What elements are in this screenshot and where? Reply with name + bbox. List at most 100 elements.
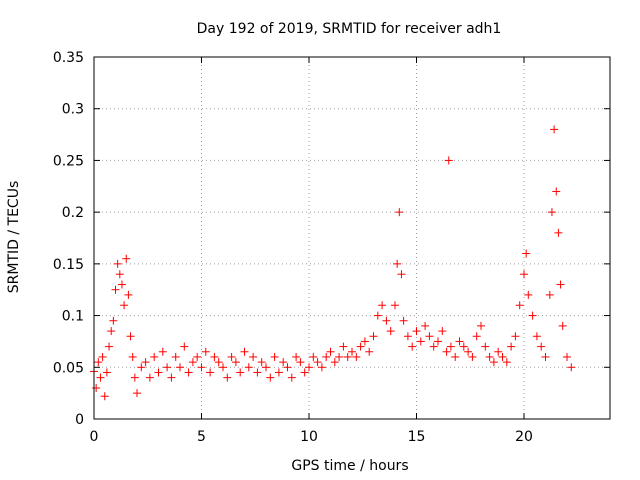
grid-lines	[94, 57, 610, 419]
data-point	[455, 337, 464, 346]
axes	[93, 56, 611, 420]
data-point	[279, 358, 288, 367]
x-tick-label: 10	[300, 429, 318, 445]
data-point	[115, 270, 124, 279]
data-point	[382, 316, 391, 325]
data-point	[429, 342, 438, 351]
data-point	[270, 352, 279, 361]
data-point	[532, 332, 541, 341]
data-point	[197, 363, 206, 372]
data-point	[227, 352, 236, 361]
x-tick-label: 0	[90, 429, 99, 445]
data-point	[416, 337, 425, 346]
data-point	[369, 332, 378, 341]
x-tick-label: 5	[197, 429, 206, 445]
data-point	[547, 208, 556, 217]
data-point	[107, 327, 116, 336]
y-tick-label: 0.25	[53, 153, 84, 169]
x-tick-label: 20	[515, 429, 533, 445]
data-point	[481, 342, 490, 351]
data-point	[206, 368, 215, 377]
data-point	[231, 358, 240, 367]
data-point	[145, 373, 154, 382]
data-point	[397, 270, 406, 279]
data-point	[163, 363, 172, 372]
data-point	[309, 352, 318, 361]
data-point	[219, 363, 227, 372]
data-point	[113, 259, 122, 268]
data-point	[133, 389, 141, 398]
data-point	[292, 352, 301, 361]
data-point	[386, 327, 395, 336]
data-point	[210, 352, 219, 361]
data-point	[313, 358, 322, 367]
data-point	[545, 290, 554, 299]
data-point	[393, 259, 402, 268]
data-point	[154, 368, 163, 377]
data-point	[287, 373, 296, 382]
data-point	[111, 285, 120, 294]
data-point	[102, 368, 111, 377]
data-point	[98, 352, 107, 361]
data-point	[249, 352, 258, 361]
data-point	[373, 311, 382, 320]
data-point	[348, 347, 356, 356]
data-point	[399, 316, 408, 325]
outlier-point	[444, 156, 453, 165]
data-point	[464, 347, 473, 356]
data-point	[446, 342, 455, 351]
data-point	[137, 363, 146, 372]
data-point	[403, 332, 412, 341]
data-point	[552, 187, 561, 196]
data-point	[563, 352, 571, 361]
data-point	[176, 363, 184, 372]
data-point	[434, 337, 442, 346]
data-point	[339, 342, 348, 351]
data-point	[244, 363, 253, 372]
data-point	[193, 352, 202, 361]
data-point	[459, 342, 468, 351]
plot-frame	[93, 56, 611, 420]
data-point	[128, 352, 137, 361]
data-point	[124, 290, 133, 299]
data-point	[520, 270, 528, 279]
data-point	[130, 373, 139, 382]
data-point	[391, 301, 399, 310]
data-point	[408, 342, 417, 351]
data-point	[126, 332, 135, 341]
data-point	[472, 332, 481, 341]
data-point	[524, 290, 533, 299]
data-point	[94, 358, 103, 367]
data-point	[257, 358, 266, 367]
data-point	[120, 301, 129, 310]
data-point	[330, 358, 339, 367]
data-point	[117, 280, 126, 289]
x-tick-label: 15	[408, 429, 426, 445]
data-point	[296, 358, 305, 367]
data-point	[100, 392, 109, 401]
data-point	[167, 373, 176, 382]
data-point	[262, 363, 270, 372]
data-point	[326, 347, 335, 356]
data-point	[556, 280, 565, 289]
data-point	[300, 368, 309, 377]
data-point	[158, 347, 167, 356]
data-point	[92, 383, 101, 392]
data-point	[322, 352, 331, 361]
data-point	[528, 311, 537, 320]
data-point	[550, 125, 559, 134]
data-point	[507, 342, 516, 351]
data-point	[223, 373, 232, 382]
data-point	[515, 301, 524, 310]
data-point	[468, 352, 477, 361]
x-axis-label: GPS time / hours	[291, 458, 408, 474]
data-point	[141, 358, 150, 367]
y-tick-label: 0.3	[62, 102, 84, 118]
data-point	[283, 363, 292, 372]
data-point	[236, 368, 245, 377]
data-point	[343, 352, 352, 361]
data-point	[150, 352, 159, 361]
data-point	[438, 327, 447, 336]
